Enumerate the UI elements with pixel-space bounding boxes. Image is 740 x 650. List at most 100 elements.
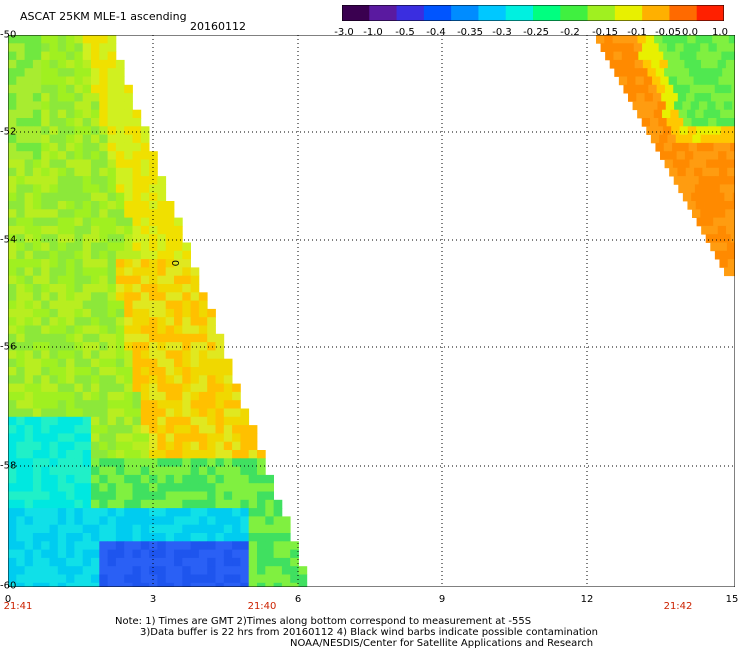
swath-cell	[57, 342, 67, 351]
swath-cell	[248, 549, 258, 559]
swath-cell	[107, 491, 117, 501]
swath-cell	[657, 101, 667, 111]
swath-cell	[91, 350, 100, 360]
swath-cell	[198, 367, 208, 376]
swath-cell	[57, 557, 67, 567]
swath-cell	[265, 533, 274, 542]
swath-cell	[165, 524, 175, 534]
swath-cell	[115, 441, 125, 451]
swath-cell	[182, 250, 191, 260]
swath-cell	[157, 549, 167, 559]
swath-cell	[115, 242, 125, 252]
swath-cell	[198, 516, 208, 526]
swath-cell	[248, 441, 258, 451]
swath-cell	[132, 142, 142, 152]
swath-cell	[8, 474, 17, 484]
swath-cell	[91, 383, 100, 393]
swath-cell	[664, 84, 674, 94]
swath-cell	[49, 176, 59, 185]
swath-cell	[49, 93, 59, 102]
swath-cell	[132, 292, 142, 301]
swath-cell	[157, 267, 167, 277]
swath-cell	[132, 217, 142, 227]
swath-cell	[124, 84, 133, 94]
swath-cell	[223, 524, 233, 534]
swath-cell	[207, 458, 216, 467]
swath-cell	[24, 508, 34, 517]
swath-cell	[66, 43, 75, 52]
swath-cell	[32, 450, 42, 459]
swath-cell	[661, 93, 670, 102]
swath-cell	[115, 184, 125, 194]
swath-cell	[174, 549, 183, 559]
swath-cell	[57, 250, 67, 260]
swath-cell	[99, 300, 108, 310]
swath-cell	[132, 549, 142, 559]
swath-cell	[16, 524, 25, 534]
swath-cell	[690, 176, 700, 185]
swath-cell	[679, 35, 688, 44]
swath-cell	[637, 35, 647, 44]
swath-cell	[232, 441, 241, 451]
swath-cell	[198, 383, 208, 393]
colorbar-labels: -3.0 -1.0 -0.5 -0.4 -0.35 -0.3 -0.25 -0.…	[330, 27, 730, 39]
swath-cell	[8, 184, 17, 194]
swath-cell	[174, 566, 183, 575]
swath-cell	[16, 250, 25, 260]
swath-cell	[165, 375, 175, 384]
swath-cell	[232, 508, 241, 517]
swath-cell	[644, 93, 654, 102]
swath-cell	[66, 367, 75, 376]
swath-cell	[74, 250, 84, 260]
swath-cell	[41, 292, 50, 301]
swath-cell	[66, 375, 75, 384]
swath-cell	[8, 416, 17, 426]
swath-cell	[207, 474, 216, 484]
swath-cell	[132, 325, 142, 335]
swath-cell	[66, 458, 75, 467]
swath-cell	[257, 458, 266, 467]
swath-cell	[57, 84, 67, 94]
swath-cell	[174, 350, 183, 360]
swath-cell	[198, 508, 208, 517]
swath-cell	[157, 383, 167, 393]
swath-cell	[686, 184, 696, 194]
swath-cell	[182, 242, 191, 252]
swath-cell	[16, 566, 25, 575]
swath-cell	[132, 524, 142, 534]
swath-cell	[74, 126, 84, 135]
swath-cell	[124, 167, 133, 177]
swath-cell	[49, 184, 59, 194]
swath-cell	[232, 557, 241, 567]
swath-cell	[107, 400, 117, 409]
swath-cell	[215, 582, 225, 587]
swath-cell	[99, 533, 108, 542]
swath-cell	[74, 234, 84, 243]
swath-cell	[82, 101, 92, 111]
swath-cell	[66, 284, 75, 293]
swath-cell	[74, 350, 84, 360]
swath-cell	[717, 59, 727, 69]
swath-cell	[165, 425, 175, 434]
swath-cell	[82, 317, 92, 326]
swath-cell	[718, 151, 727, 160]
swath-cell	[265, 499, 274, 509]
swath-cell	[290, 574, 299, 584]
swath-cell	[41, 325, 50, 335]
swath-cell	[149, 541, 158, 550]
swath-cell	[671, 51, 681, 61]
swath-cell	[32, 516, 42, 526]
swath-cell	[157, 557, 167, 567]
swath-cell	[82, 284, 92, 293]
swath-cell	[124, 142, 133, 152]
swath-cell	[107, 325, 117, 335]
swath-cell	[49, 400, 59, 409]
swath-cell	[74, 118, 84, 127]
swath-cell	[24, 292, 34, 301]
swath-cell	[24, 375, 34, 384]
swath-cell	[637, 109, 646, 119]
swath-cell	[49, 35, 59, 44]
swath-cell	[99, 400, 108, 409]
swath-cell	[24, 217, 34, 227]
swath-cell	[99, 541, 108, 550]
